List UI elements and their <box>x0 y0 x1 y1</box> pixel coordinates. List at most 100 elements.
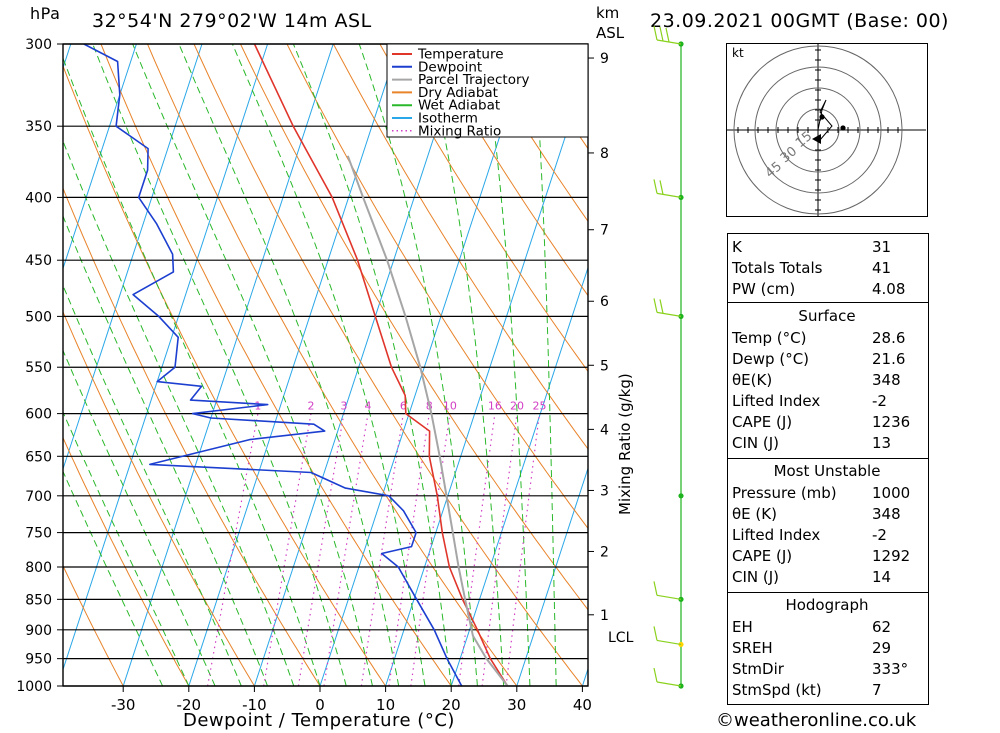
index-label: Pressure (mb) <box>732 483 837 502</box>
index-label: Dewp (°C) <box>732 349 810 368</box>
wet-adiabat-line <box>423 44 505 686</box>
isotherm-line <box>648 44 720 686</box>
wind-barb-shaft <box>656 681 682 687</box>
location-title: 32°54'N 279°02'W 14m ASL <box>92 10 372 32</box>
pressure-tick-label: 750 <box>25 526 52 542</box>
index-row: K 31 <box>728 236 928 257</box>
height-tick-label: 8 <box>600 146 609 162</box>
index-value: 1000 <box>872 483 911 502</box>
height-unit-km: km <box>596 4 620 22</box>
mixing-ratio-label: 3 <box>340 400 347 413</box>
mixing-ratio-label: 4 <box>365 400 372 413</box>
index-row: CAPE (J) 1292 <box>728 545 928 566</box>
storm-motion-marker <box>812 134 821 144</box>
temperature-tick-label: -10 <box>242 696 267 714</box>
wet-adiabat-line <box>63 284 242 686</box>
isotherm-line <box>63 44 269 672</box>
pressure-tick-label: 950 <box>25 652 52 668</box>
pressure-tick-label: 700 <box>25 489 52 505</box>
index-value: 348 <box>872 370 901 389</box>
wet-adiabat-line <box>92 44 347 686</box>
pressure-tick-label: 350 <box>25 119 52 135</box>
legend-label: Mixing Ratio <box>418 123 501 139</box>
isotherm-line <box>450 266 588 686</box>
wind-barb-shaft <box>656 639 682 646</box>
pressure-tick-label: 400 <box>25 190 52 206</box>
index-row: PW (cm) 4.08 <box>728 278 928 299</box>
index-row: θE(K) 348 <box>728 369 928 390</box>
isotherm-line <box>516 466 588 686</box>
wind-barb-flag <box>659 26 664 42</box>
pressure-tick-label: 650 <box>25 449 52 465</box>
pressure-tick-label: 850 <box>25 592 52 608</box>
index-label: SREH <box>732 638 773 657</box>
index-value: -2 <box>872 391 887 410</box>
index-value: 333° <box>872 659 909 678</box>
mixing-ratio-label: 2 <box>307 400 314 413</box>
index-label: CAPE (J) <box>732 412 793 431</box>
dry-adiabat-line <box>705 44 720 686</box>
index-row: Lifted Index -2 <box>728 390 928 411</box>
pressure-tick-label: 300 <box>25 37 52 53</box>
dry-adiabat-line <box>63 186 321 686</box>
dry-adiabat-line <box>518 44 588 150</box>
index-label: StmDir <box>732 659 784 678</box>
index-value: 13 <box>872 433 892 452</box>
wind-barb-flag <box>653 581 658 596</box>
mixing-ratio-axis-label: Mixing Ratio (g/kg) <box>616 373 634 515</box>
temperature-tick-label: 0 <box>315 696 325 714</box>
index-value: 28.6 <box>872 328 906 347</box>
height-tick-label: 6 <box>600 294 609 310</box>
index-label: Totals Totals <box>732 258 823 277</box>
mixing-ratio-label: 25 <box>532 400 546 413</box>
wind-level-dot <box>678 596 684 602</box>
dry-adiabat-line <box>659 44 720 686</box>
wind-barb-flag <box>653 25 658 41</box>
wind-profile <box>653 25 684 689</box>
index-value: 62 <box>872 617 892 636</box>
dry-adiabat-line <box>612 44 720 686</box>
wind-level-dot <box>678 493 684 499</box>
index-label: θE(K) <box>732 370 773 389</box>
wet-adiabat-line <box>533 44 557 686</box>
series-parcel-trajectory <box>346 155 509 686</box>
wet-adiabat-line <box>292 44 452 686</box>
hodograph-ring <box>754 66 882 194</box>
index-row: Totals Totals 41 <box>728 257 928 278</box>
wind-barb-flag <box>659 180 664 195</box>
axes: 3003504004505005506006507007508008509009… <box>16 37 633 714</box>
height-unit-asl: ASL <box>596 24 625 42</box>
section-divider <box>728 458 928 459</box>
index-value: 7 <box>872 680 882 699</box>
legend-label: Wet Adiabat <box>418 98 500 114</box>
index-value: 1236 <box>872 412 911 431</box>
temperature-tick-label: 20 <box>442 696 461 714</box>
index-value: 29 <box>872 638 892 657</box>
index-row: CIN (J) 14 <box>728 566 928 587</box>
height-tick-label: 2 <box>600 544 609 560</box>
series-temperature <box>253 44 509 686</box>
credit-label: ©weatheronline.co.uk <box>716 710 917 731</box>
section-divider <box>728 592 928 593</box>
profiles <box>83 44 509 686</box>
section-title: Surface <box>798 307 856 325</box>
hodograph-ring-label: 15 <box>793 129 815 151</box>
height-tick-label: 3 <box>600 483 609 499</box>
index-row: Dewp (°C) 21.6 <box>728 348 928 369</box>
index-value: 4.08 <box>872 279 906 298</box>
hodograph-unit: kt <box>732 46 744 60</box>
index-value: -2 <box>872 525 887 544</box>
pressure-tick-label: 550 <box>25 360 52 376</box>
index-row: StmDir 333° <box>728 658 928 679</box>
height-tick-label: 5 <box>600 358 609 374</box>
wind-barb-shaft <box>656 311 682 317</box>
dry-adiabat-line <box>63 564 124 686</box>
index-label: CIN (J) <box>732 433 780 452</box>
surface-table: Temp (°C) 28.6 Dewp (°C) 21.6 θE(K) 348 Lifted… <box>728 327 928 453</box>
hodograph-ring <box>775 87 861 173</box>
dry-adiabat-line <box>147 44 518 686</box>
index-row: θE (K) 348 <box>728 503 928 524</box>
series-dewpoint <box>83 44 463 686</box>
wind-barb-flag <box>653 179 658 194</box>
